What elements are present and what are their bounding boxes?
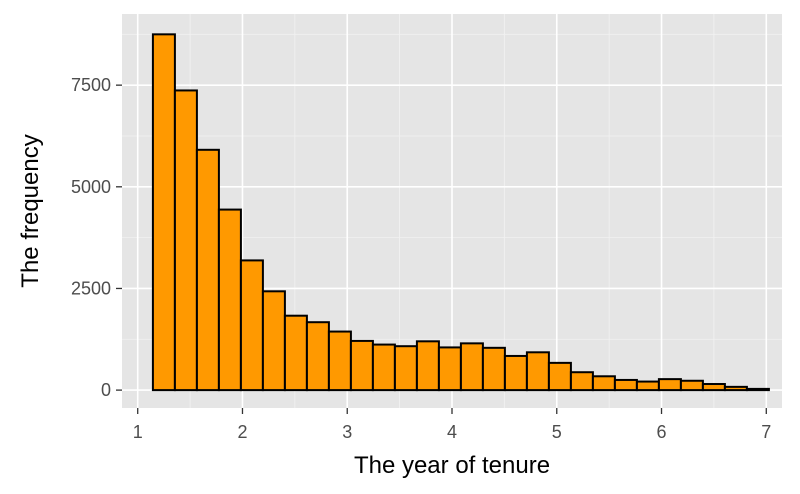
histogram-bar	[415, 340, 440, 392]
y-tick-label: 7500	[71, 75, 111, 95]
histogram-bar	[239, 259, 264, 392]
histogram-bar	[371, 343, 396, 392]
histogram-bar	[613, 378, 638, 392]
y-tick-label: 2500	[71, 278, 111, 298]
histogram-bar	[261, 290, 286, 392]
x-tick-label: 5	[552, 422, 562, 442]
histogram-bar	[151, 33, 176, 392]
x-tick-label: 3	[342, 422, 352, 442]
histogram-bar	[701, 383, 726, 392]
histogram-bar	[349, 339, 374, 392]
histogram-bar	[283, 314, 308, 392]
x-axis: 1 2 3 4 5 6 7	[133, 408, 771, 442]
x-tick-label: 7	[761, 422, 771, 442]
y-tick-label: 5000	[71, 177, 111, 197]
x-tick-label: 4	[447, 422, 457, 442]
histogram-bar	[569, 371, 594, 392]
histogram-bar	[217, 208, 242, 392]
y-tick-label: 0	[101, 380, 111, 400]
x-tick-label: 2	[237, 422, 247, 442]
histogram-bar	[437, 346, 462, 392]
x-tick-label: 6	[657, 422, 667, 442]
histogram-bar	[195, 148, 220, 392]
histogram-bar	[745, 387, 770, 392]
histogram-bar	[327, 330, 352, 392]
histogram-bar	[591, 375, 616, 392]
histogram-bar	[393, 345, 418, 392]
histogram-bar	[525, 351, 550, 392]
histogram-bar	[723, 385, 748, 392]
bars	[151, 33, 770, 392]
histogram-bar	[503, 354, 528, 392]
histogram-bar	[481, 346, 506, 392]
y-axis: 0 2500 5000 7500	[71, 75, 122, 400]
histogram-bar	[679, 379, 704, 392]
y-axis-title: The frequency	[17, 134, 44, 287]
histogram-bar	[305, 321, 330, 392]
histogram-bar	[547, 361, 572, 392]
x-tick-label: 1	[133, 422, 143, 442]
histogram-bar	[657, 378, 682, 392]
histogram-bar	[635, 380, 660, 392]
histogram-bar	[173, 89, 198, 392]
x-axis-title: The year of tenure	[354, 452, 550, 479]
histogram-bar	[459, 342, 484, 392]
